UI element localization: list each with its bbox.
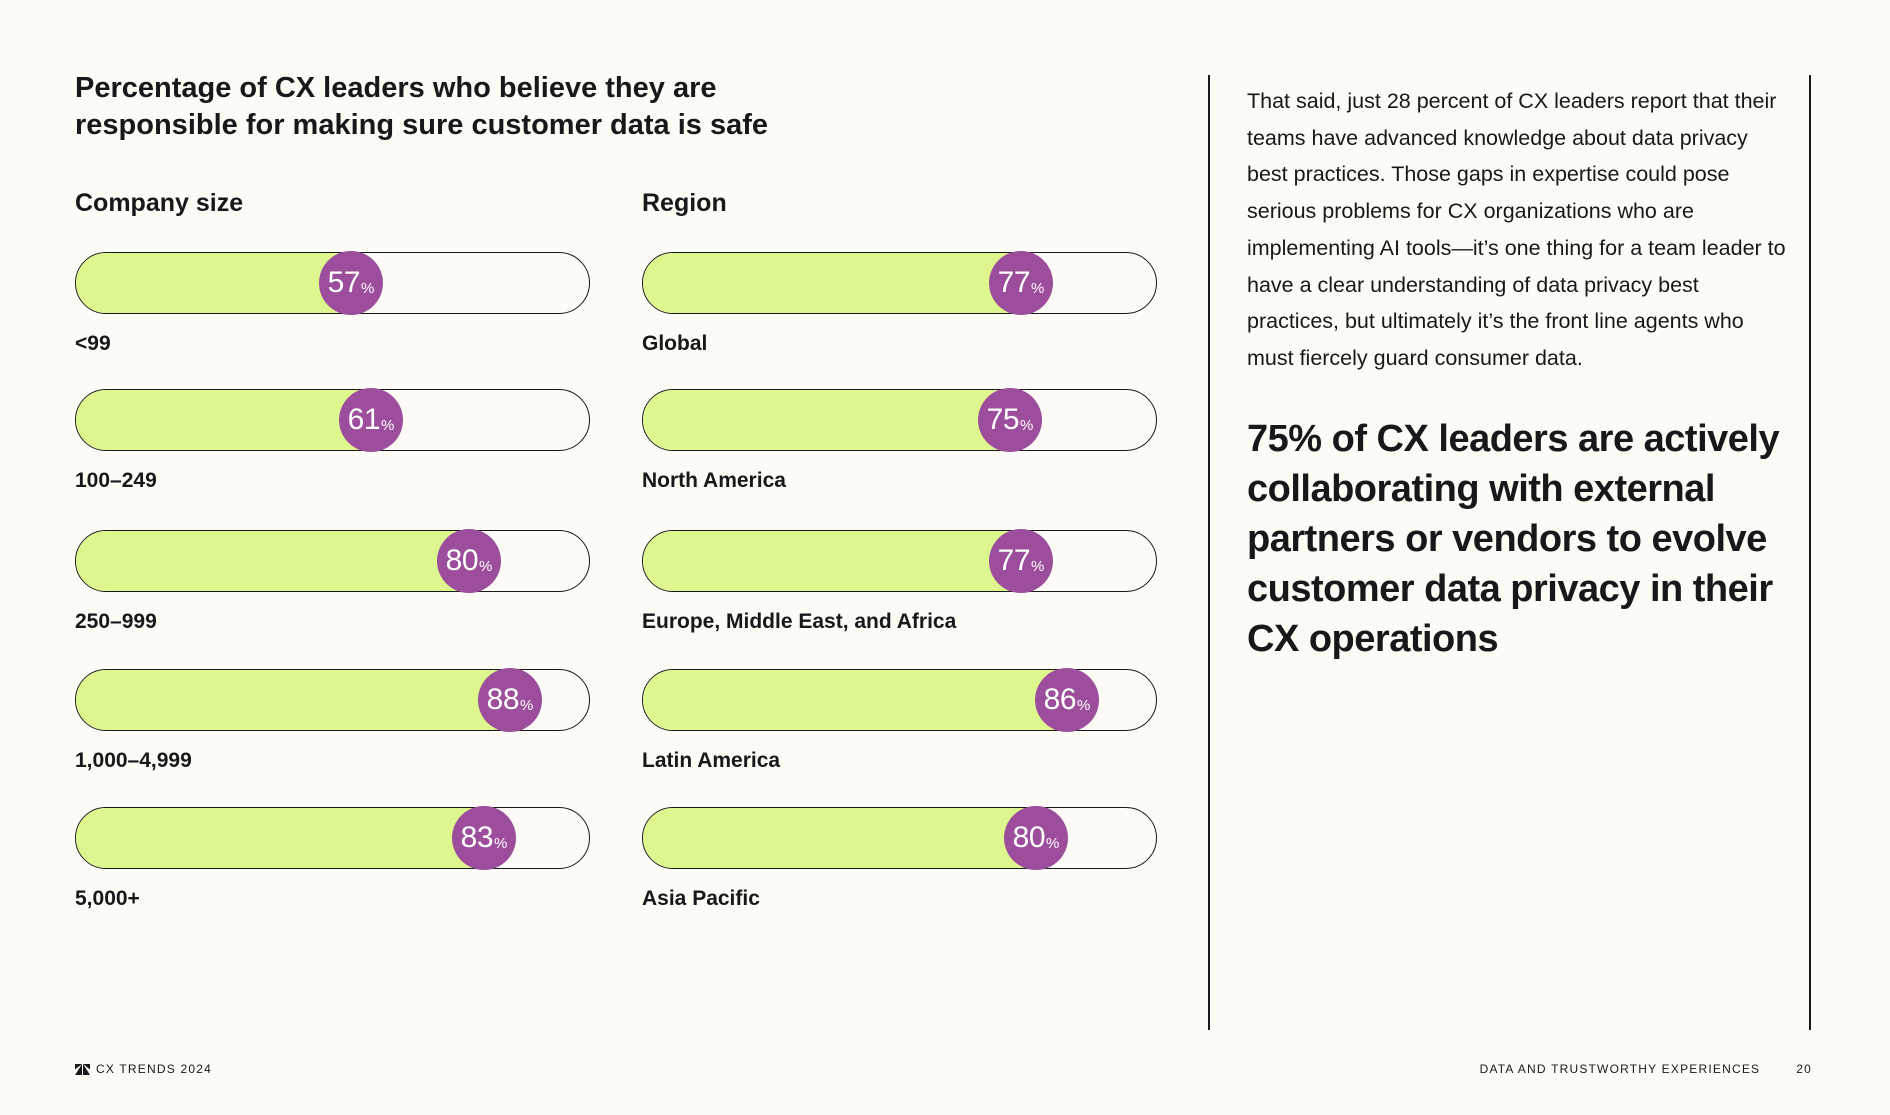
bar-row: 80% 250–999 <box>75 529 590 640</box>
percent-sign: % <box>361 279 375 297</box>
category-label: <99 <box>75 332 111 355</box>
divider-left <box>1208 75 1210 1030</box>
category-label: North America <box>642 469 786 492</box>
value-label: 80 <box>1012 821 1046 854</box>
bar-row: 86% Latin America <box>642 668 1157 779</box>
category-label: Asia Pacific <box>642 887 760 910</box>
bar-fill <box>643 670 1066 730</box>
percent-sign: % <box>381 416 395 434</box>
bar-row: 75% North America <box>642 388 1157 499</box>
percent-sign: % <box>520 696 534 714</box>
value-badge: 86% <box>1035 668 1099 732</box>
value-label: 61 <box>347 403 381 436</box>
category-label: Global <box>642 332 708 355</box>
bar-fill <box>76 670 509 730</box>
bar-row: 80% Asia Pacific <box>642 806 1157 917</box>
value-label: 83 <box>460 821 494 854</box>
value-badge: 77% <box>989 529 1053 593</box>
bar-row: 88% 1,000–4,999 <box>75 668 590 779</box>
category-label: 100–249 <box>75 469 157 492</box>
value-badge: 80% <box>437 529 501 593</box>
bar-row: 61% 100–249 <box>75 388 590 499</box>
bar-row: 83% 5,000+ <box>75 806 590 917</box>
divider-right <box>1809 75 1811 1030</box>
category-label: Europe, Middle East, and Africa <box>642 610 957 633</box>
value-label: 88 <box>486 683 520 716</box>
percent-sign: % <box>1031 557 1045 575</box>
percent-sign: % <box>1077 696 1091 714</box>
value-badge: 80% <box>1004 806 1068 870</box>
footer-brand-label: CX TRENDS 2024 <box>96 1062 212 1076</box>
value-badge: 88% <box>478 668 542 732</box>
percent-sign: % <box>479 557 493 575</box>
bar-fill <box>643 531 1020 591</box>
company-size-heading: Company size <box>75 189 244 217</box>
footer-meta: DATA AND TRUSTWORTHY EXPERIENCES 20 <box>1480 1062 1812 1076</box>
body-paragraph: That said, just 28 percent of CX leaders… <box>1247 89 1786 370</box>
bar-row: 77% Global <box>642 251 1157 362</box>
bar-track <box>642 530 1157 592</box>
category-label: 5,000+ <box>75 887 140 910</box>
value-badge: 77% <box>989 251 1053 315</box>
bar-track <box>642 807 1157 869</box>
page-number: 20 <box>1796 1062 1812 1076</box>
value-label: 77 <box>997 544 1031 577</box>
footer-brand: CX TRENDS 2024 <box>75 1062 212 1076</box>
percent-sign: % <box>1020 416 1034 434</box>
bar-fill <box>76 390 370 450</box>
value-badge: 75% <box>978 388 1042 452</box>
bar-row: 77% Europe, Middle East, and Africa <box>642 529 1157 640</box>
value-label: 57 <box>327 266 361 299</box>
category-label: 1,000–4,999 <box>75 749 192 772</box>
bar-track <box>642 669 1157 731</box>
bar-fill <box>76 531 468 591</box>
value-label: 75 <box>986 403 1020 436</box>
value-label: 86 <box>1043 683 1077 716</box>
bar-fill <box>643 390 1009 450</box>
bar-track <box>75 389 590 451</box>
bar-fill <box>643 808 1035 868</box>
value-badge: 61% <box>339 388 403 452</box>
category-label: 250–999 <box>75 610 157 633</box>
bar-fill <box>76 808 483 868</box>
zendesk-logo-icon <box>75 1063 90 1075</box>
percent-sign: % <box>1046 834 1060 852</box>
bar-fill <box>76 253 350 313</box>
bar-fill <box>643 253 1020 313</box>
callout-statistic: 75% of CX leaders are actively collabora… <box>1247 418 1780 660</box>
bar-track <box>642 252 1157 314</box>
percent-sign: % <box>1031 279 1045 297</box>
value-badge: 57% <box>319 251 383 315</box>
bar-track <box>75 530 590 592</box>
percent-sign: % <box>494 834 508 852</box>
region-heading: Region <box>642 189 727 217</box>
value-label: 80 <box>445 544 479 577</box>
category-label: Latin America <box>642 749 781 772</box>
footer-section-label: DATA AND TRUSTWORTHY EXPERIENCES <box>1479 1062 1761 1076</box>
bar-track <box>642 389 1157 451</box>
value-label: 77 <box>997 266 1031 299</box>
bar-row: 57% <99 <box>75 251 590 362</box>
value-badge: 83% <box>452 806 516 870</box>
chart-title: Percentage of CX leaders who believe the… <box>75 72 769 141</box>
